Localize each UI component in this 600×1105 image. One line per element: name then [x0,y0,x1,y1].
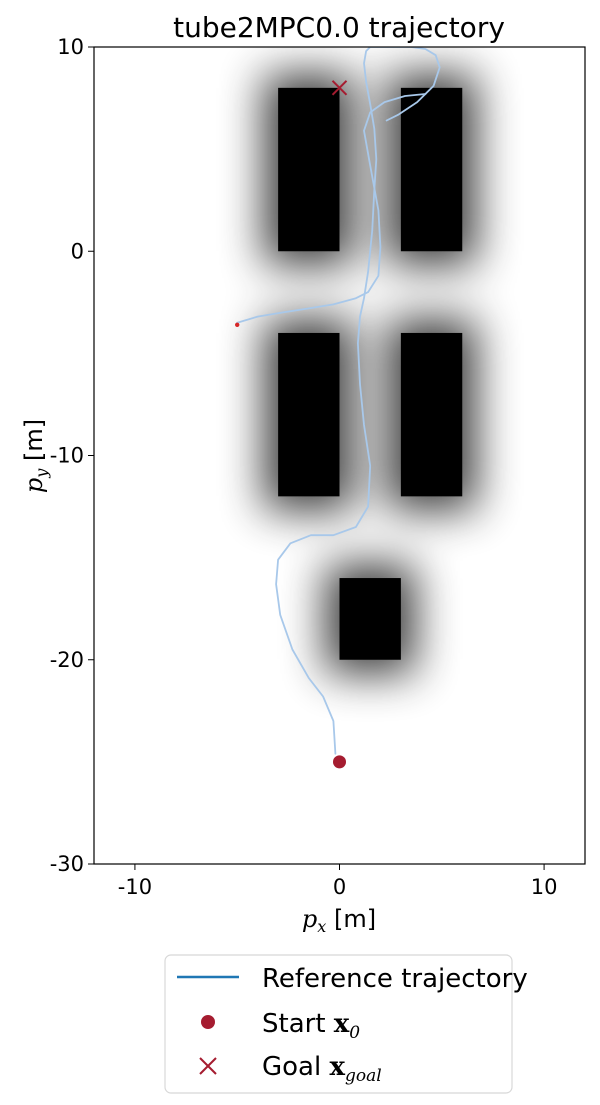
y-axis-label: py [m] [20,419,51,493]
x-axis-symbol: p [302,905,317,933]
legend-entry-goal: Goal xgoal [262,1052,382,1086]
y-tick-label: 10 [57,35,84,59]
legend-entry-reference: Reference trajectory [262,964,528,994]
legend-box [164,954,513,1094]
obstacle-0 [278,87,340,252]
x-axis-unit: [m] [326,905,376,933]
y-axis-symbol: p [20,478,48,493]
y-tick-label: 0 [71,239,84,263]
y-tick-label: -30 [50,852,84,876]
trajectory-lines [236,47,441,755]
x-tick-label: -10 [118,875,152,899]
obstacles [278,87,463,660]
y-axis-ticks: 10 0 -10 -20 -30 [50,35,94,876]
legend-start-math: x [334,1009,350,1039]
x-axis-ticks: -10 0 10 [118,864,558,899]
obstacle-4 [339,578,401,660]
trajectory-line-1 [236,93,427,324]
plot-area [235,47,477,769]
legend-x-marker [199,1057,217,1075]
legend-start-sub: 0 [349,1023,360,1043]
legend-start-text: Start [262,1009,334,1039]
goal-marker-stroke [331,80,348,96]
obstacle-3 [400,332,463,497]
y-tick-label: -20 [50,648,84,672]
y-axis-unit: [m] [20,419,48,469]
goal-marker [331,80,348,96]
obstacle-2 [278,332,340,497]
start-marker-small [235,322,240,327]
legend-goal-sub: goal [345,1066,382,1086]
legend-goal-text: Goal [262,1052,329,1082]
legend: Reference trajectory Start x0 Goal xgoal [164,954,528,1094]
obstacle-1 [400,87,463,252]
y-tick-label: -10 [50,444,84,468]
x-axis-label: px [m] [302,905,376,936]
x-tick-label: 0 [333,875,346,899]
x-axis-subscript: x [317,917,326,936]
chart-title: tube2MPC0.0 trajectory [173,11,505,44]
start-marker [333,755,346,769]
legend-circle-marker [201,1015,215,1029]
markers [235,80,348,769]
x-tick-label: 10 [531,875,558,899]
legend-goal-math: x [329,1052,345,1082]
y-axis-subscript: y [32,468,51,479]
legend-entry-start: Start x0 [262,1009,360,1043]
trajectory-line-0 [275,47,441,755]
